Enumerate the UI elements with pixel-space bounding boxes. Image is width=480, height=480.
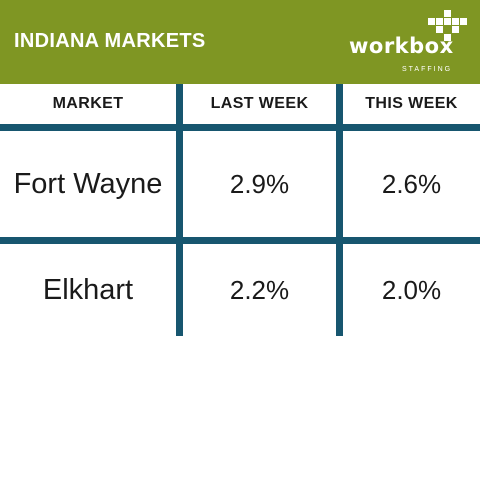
workbox-logo: workbox STAFFING bbox=[346, 10, 471, 76]
column-divider bbox=[176, 84, 183, 336]
table-cell-market: Elkhart bbox=[42, 273, 134, 306]
table-cell-this-week: 2.6% bbox=[381, 168, 442, 199]
header-bar: INDIANA MARKETS workbox STAFFING bbox=[0, 0, 480, 84]
column-header-last-week: LAST WEEK bbox=[210, 95, 309, 112]
table-cell-last-week: 2.2% bbox=[229, 274, 290, 305]
page-title: INDIANA MARKETS bbox=[14, 30, 206, 52]
markets-table: MARKET LAST WEEK THIS WEEK Fort Wayne 2.… bbox=[0, 84, 480, 340]
column-divider bbox=[336, 84, 343, 336]
table-cell-this-week: 2.0% bbox=[381, 274, 442, 305]
table-cell-market: Fort Wayne bbox=[13, 167, 163, 200]
logo-subtitle: STAFFING bbox=[402, 66, 453, 73]
row-divider bbox=[0, 124, 480, 131]
logo-wordmark: workbox bbox=[349, 34, 454, 58]
column-header-market: MARKET bbox=[52, 95, 124, 112]
row-divider bbox=[0, 237, 480, 244]
column-header-this-week: THIS WEEK bbox=[365, 95, 458, 112]
table-cell-last-week: 2.9% bbox=[229, 168, 290, 199]
